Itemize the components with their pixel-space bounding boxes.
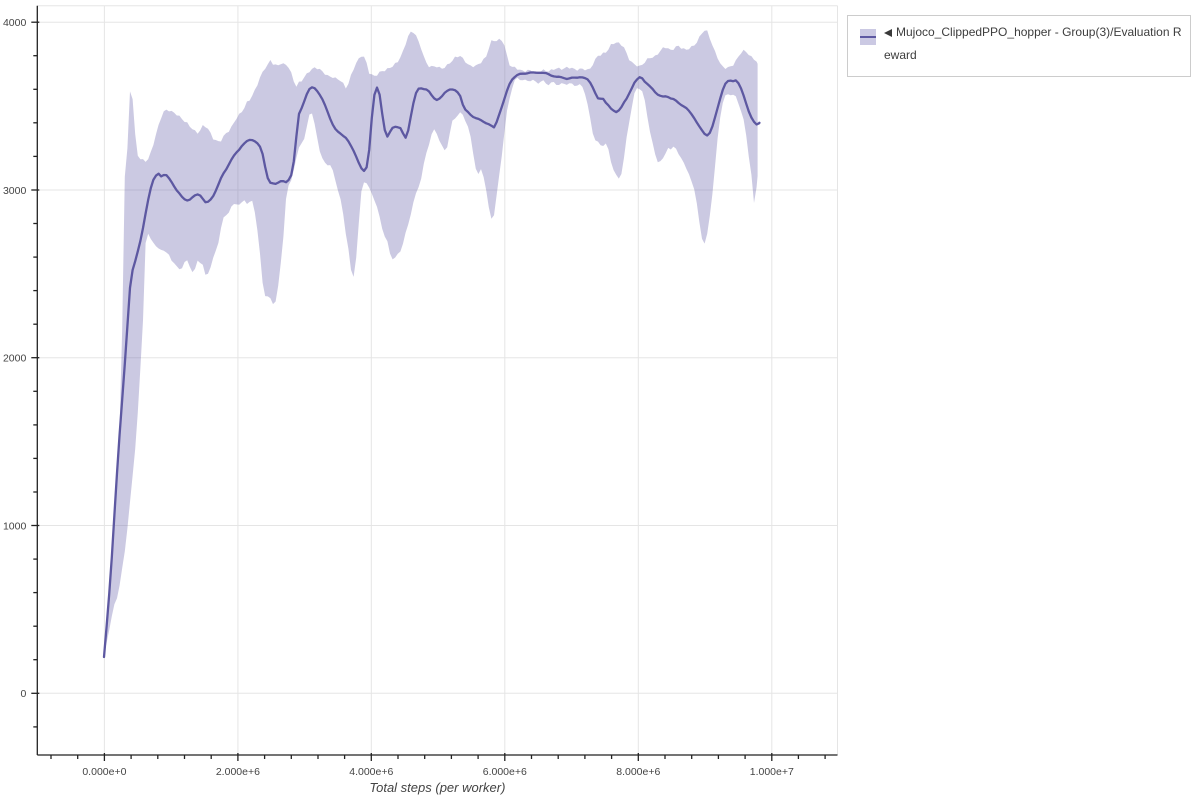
svg-text:3000: 3000 (3, 185, 27, 197)
svg-text:4.000e+6: 4.000e+6 (349, 766, 393, 778)
svg-text:2.000e+6: 2.000e+6 (216, 766, 260, 778)
svg-text:Total steps (per worker): Total steps (per worker) (369, 780, 505, 795)
svg-text:8.000e+6: 8.000e+6 (616, 766, 660, 778)
svg-text:0: 0 (20, 688, 26, 700)
svg-text:0.000e+0: 0.000e+0 (82, 766, 126, 778)
svg-text:4000: 4000 (3, 17, 27, 29)
svg-text:2000: 2000 (3, 353, 27, 365)
svg-text:1000: 1000 (3, 520, 27, 532)
svg-text:6.000e+6: 6.000e+6 (483, 766, 527, 778)
svg-text:1.000e+7: 1.000e+7 (750, 766, 794, 778)
